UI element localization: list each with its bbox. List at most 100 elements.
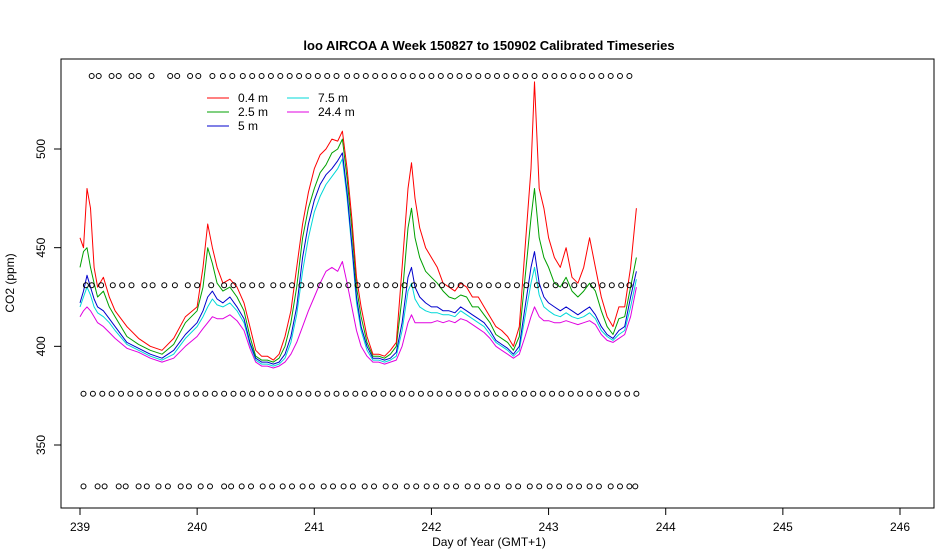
marker-point bbox=[456, 73, 463, 79]
marker-point bbox=[605, 390, 612, 397]
y-tick-label: 500 bbox=[34, 139, 48, 159]
x-axis-label: Day of Year (GMT+1) bbox=[432, 535, 546, 549]
marker-point bbox=[164, 483, 171, 490]
marker-point bbox=[99, 390, 106, 397]
marker-point bbox=[558, 390, 565, 397]
marker-point bbox=[495, 282, 502, 289]
marker-point bbox=[354, 282, 361, 289]
marker-point bbox=[279, 282, 286, 289]
marker-point bbox=[505, 483, 512, 490]
marker-point bbox=[249, 73, 256, 79]
marker-point bbox=[448, 282, 455, 289]
marker-point bbox=[195, 73, 202, 79]
marker-point bbox=[403, 483, 410, 490]
marker-point bbox=[475, 73, 482, 79]
marker-point bbox=[101, 483, 108, 490]
x-axis: 239 240 241 242 243 244 245 246 bbox=[70, 507, 910, 534]
marker-point bbox=[94, 483, 101, 490]
marker-point bbox=[373, 282, 380, 289]
x-tick-label: 245 bbox=[773, 520, 793, 534]
marker-point bbox=[98, 282, 105, 289]
marker-point bbox=[230, 390, 237, 397]
marker-point bbox=[136, 390, 143, 397]
marker-point bbox=[607, 73, 614, 79]
marker-point bbox=[135, 73, 142, 79]
marker-point bbox=[228, 483, 235, 490]
marker-point bbox=[614, 390, 621, 397]
marker-point bbox=[305, 73, 312, 79]
y-tick-label: 350 bbox=[34, 435, 48, 455]
marker-point bbox=[455, 390, 462, 397]
marker-point bbox=[392, 282, 399, 289]
marker-point bbox=[258, 390, 265, 397]
marker-point bbox=[598, 73, 605, 79]
marker-point bbox=[108, 73, 115, 79]
marker-point bbox=[410, 282, 417, 289]
marker-point bbox=[349, 483, 356, 490]
marker-point bbox=[492, 390, 499, 397]
marker-point bbox=[187, 73, 194, 79]
marker-point bbox=[185, 483, 192, 490]
marker-point bbox=[413, 483, 420, 490]
marker-point bbox=[267, 73, 274, 79]
marker-point bbox=[427, 390, 434, 397]
marker-point bbox=[279, 483, 286, 490]
marker-point bbox=[207, 483, 213, 490]
marker-point bbox=[258, 73, 265, 79]
marker-point bbox=[428, 73, 435, 79]
legend-label: 0.4 m bbox=[238, 91, 268, 105]
marker-point bbox=[447, 73, 454, 79]
marker-point bbox=[305, 390, 312, 397]
marker-point bbox=[109, 282, 116, 289]
marker-point bbox=[353, 73, 360, 79]
marker-point bbox=[344, 73, 351, 79]
marker-point bbox=[443, 483, 450, 490]
marker-point bbox=[433, 483, 440, 490]
marker-point bbox=[258, 282, 265, 289]
marker-point bbox=[576, 483, 582, 490]
marker-point bbox=[579, 73, 586, 79]
marker-point bbox=[526, 483, 533, 490]
marker-point bbox=[239, 73, 246, 79]
marker-point bbox=[326, 282, 333, 289]
marker-point bbox=[626, 483, 633, 490]
marker-point bbox=[446, 390, 452, 397]
marker-point bbox=[371, 483, 377, 490]
marker-point bbox=[249, 282, 256, 289]
marker-point bbox=[174, 390, 181, 397]
marker-point bbox=[417, 390, 424, 397]
marker-point bbox=[221, 390, 228, 397]
marker-point bbox=[381, 73, 388, 79]
marker-point bbox=[345, 282, 352, 289]
marker-point bbox=[595, 483, 602, 490]
chart-title: loo AIRCOA A Week 150827 to 150902 Calib… bbox=[303, 38, 674, 53]
marker-point bbox=[599, 282, 606, 289]
marker-point bbox=[208, 282, 215, 289]
marker-point bbox=[362, 73, 369, 79]
marker-point bbox=[193, 390, 199, 397]
marker-point bbox=[571, 282, 578, 289]
marker-point bbox=[286, 390, 293, 397]
marker-point bbox=[115, 73, 122, 79]
marker-point bbox=[522, 73, 529, 79]
marker-point bbox=[277, 73, 284, 79]
marker-point bbox=[119, 282, 126, 289]
marker-point bbox=[408, 390, 415, 397]
marker-point bbox=[588, 73, 595, 79]
marker-point bbox=[248, 483, 254, 490]
marker-point bbox=[474, 390, 481, 397]
x-tick-label: 246 bbox=[890, 520, 910, 534]
marker-point bbox=[352, 390, 359, 397]
marker-point bbox=[453, 483, 459, 490]
legend-label: 24.4 m bbox=[318, 105, 355, 119]
marker-point bbox=[484, 73, 491, 79]
marker-point bbox=[299, 483, 306, 490]
marker-point bbox=[239, 282, 246, 289]
marker-point bbox=[149, 282, 156, 289]
marker-point bbox=[286, 73, 293, 79]
marker-point bbox=[259, 483, 266, 490]
marker-point bbox=[632, 483, 639, 490]
y-tick-label: 450 bbox=[34, 237, 48, 257]
marker-point bbox=[88, 282, 95, 289]
marker-point bbox=[577, 390, 584, 397]
